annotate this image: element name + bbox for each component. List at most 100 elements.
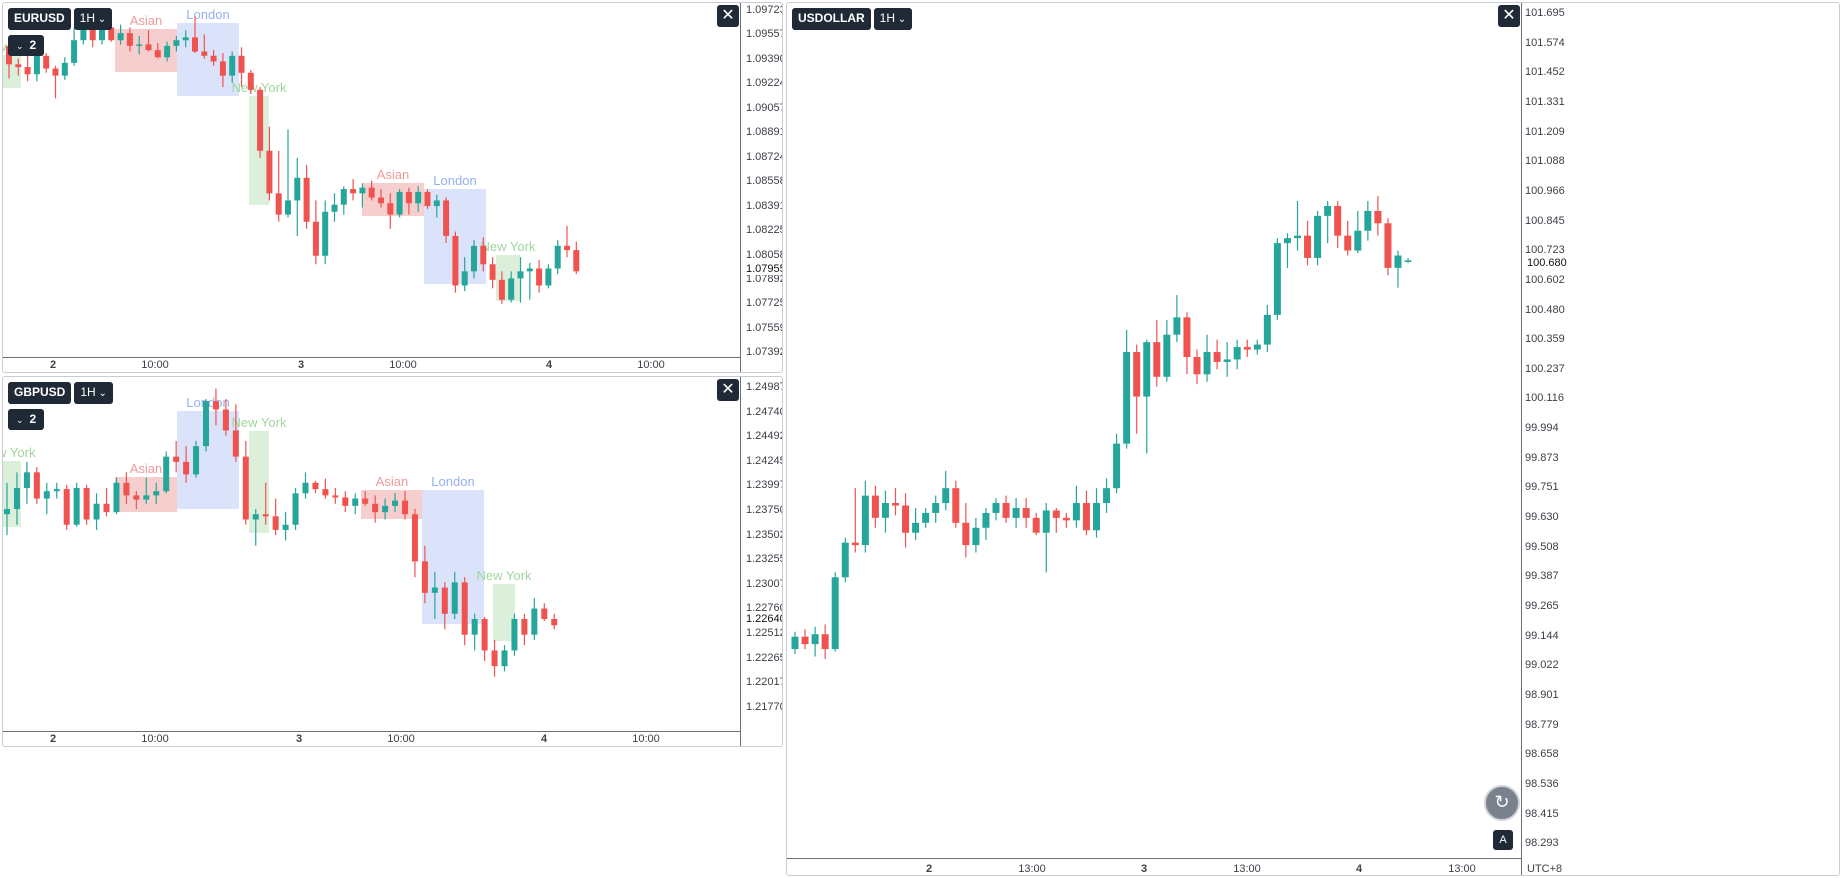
- price-tick-label: 98.658: [1525, 748, 1559, 761]
- candle-body: [791, 636, 799, 650]
- candle: [1173, 295, 1181, 343]
- candle-body: [63, 489, 70, 525]
- candle-body: [4, 509, 10, 515]
- candle: [1253, 339, 1261, 355]
- candle-body: [136, 44, 143, 46]
- candle: [481, 616, 488, 661]
- time-tick-label: 13:00: [1018, 863, 1046, 875]
- price-tick-label: 1.09723: [746, 4, 783, 16]
- price-tick-label: 99.994: [1525, 422, 1559, 435]
- symbol-button[interactable]: USDOLLAR: [792, 8, 871, 30]
- candle-body: [902, 505, 910, 533]
- time-tick-label: 13:00: [1448, 863, 1476, 875]
- candle: [972, 517, 980, 553]
- price-tick-label: 101.452: [1525, 66, 1565, 79]
- price-tick-label: 100.602: [1525, 273, 1565, 286]
- candle: [52, 65, 59, 99]
- close-icon[interactable]: ✕: [717, 379, 739, 401]
- time-tick-label: 2: [925, 863, 933, 875]
- indicators-toggle[interactable]: ⌄ 2: [8, 409, 45, 430]
- candle: [1334, 201, 1342, 249]
- candle-body: [431, 587, 438, 593]
- candle: [387, 193, 394, 229]
- candle: [1123, 329, 1131, 449]
- candle: [811, 626, 819, 657]
- candle: [461, 257, 468, 292]
- candle-body: [302, 482, 309, 494]
- candle: [831, 572, 839, 652]
- session-label-newyork: New York: [232, 415, 287, 430]
- candle-body: [1364, 210, 1372, 231]
- price-tick-label: 101.331: [1525, 95, 1565, 108]
- indicator-count: 2: [29, 38, 37, 52]
- candle: [892, 488, 899, 516]
- candle-body: [1103, 488, 1111, 504]
- usdollar-chart-panel[interactable]: 101.695 101.574 101.452 101.331 101.209 101.0…: [786, 2, 1840, 876]
- timeframe-dropdown[interactable]: 1H: [74, 382, 113, 404]
- timeframe-dropdown[interactable]: 1H: [873, 8, 913, 30]
- price-tick-label: 100.966: [1525, 184, 1565, 197]
- timeframe-dropdown[interactable]: 1H: [73, 8, 113, 30]
- candle: [922, 507, 930, 528]
- candle: [1012, 498, 1020, 528]
- candle-body: [992, 503, 1000, 513]
- candle-body: [387, 203, 394, 215]
- candle: [431, 571, 438, 619]
- candle-body: [210, 55, 217, 62]
- candle-body: [43, 491, 50, 499]
- usdollar-candles-plot[interactable]: [787, 3, 1521, 860]
- candle-body: [443, 200, 450, 236]
- reset-chart-icon[interactable]: ↻: [1484, 785, 1520, 821]
- symbol-button[interactable]: EURUSD: [8, 8, 71, 30]
- candle-body: [362, 498, 369, 504]
- gbpusd-price-axis-border: [740, 377, 741, 746]
- candle: [1093, 488, 1100, 538]
- candle-body: [83, 488, 90, 520]
- candle: [143, 477, 150, 504]
- candle: [378, 189, 384, 208]
- candle: [452, 231, 459, 293]
- time-tick-label: 3: [297, 359, 305, 371]
- candle-body: [545, 268, 552, 286]
- candle-body: [266, 150, 273, 194]
- candle-body: [471, 619, 478, 635]
- candle: [257, 86, 264, 158]
- candle-body: [99, 27, 105, 41]
- time-tick-label: 13:00: [1233, 863, 1261, 875]
- candle-body: [212, 401, 219, 410]
- candle: [303, 164, 310, 229]
- candle: [182, 30, 189, 48]
- candle-body: [1213, 352, 1221, 362]
- symbol-button[interactable]: GBPUSD: [8, 382, 72, 404]
- session-label-asian: Asian: [376, 474, 409, 489]
- candle: [992, 498, 1000, 521]
- close-icon[interactable]: ✕: [1498, 5, 1520, 27]
- candle-body: [222, 409, 229, 431]
- candle: [902, 493, 910, 548]
- candle: [71, 27, 78, 66]
- candle: [219, 52, 226, 87]
- price-tick-label: 1.24492: [746, 430, 783, 443]
- candle-body: [1314, 215, 1322, 258]
- candle: [461, 577, 468, 646]
- candle: [433, 194, 440, 218]
- auto-scale-icon[interactable]: A: [1493, 830, 1513, 850]
- candle-body: [15, 64, 22, 68]
- candle: [564, 225, 570, 258]
- close-icon[interactable]: ✕: [717, 5, 739, 27]
- candle: [531, 598, 538, 640]
- candle: [1193, 349, 1201, 385]
- candle-body: [282, 524, 289, 530]
- candle-body: [1233, 347, 1241, 360]
- price-tick-label: 100.116: [1525, 392, 1564, 405]
- timezone-label[interactable]: UTC+8: [1527, 863, 1563, 875]
- candle: [362, 491, 369, 506]
- candle: [480, 237, 487, 272]
- candle: [1384, 218, 1392, 276]
- price-tick-label: 100.237: [1525, 362, 1565, 375]
- indicators-toggle[interactable]: ⌄ 2: [8, 35, 45, 56]
